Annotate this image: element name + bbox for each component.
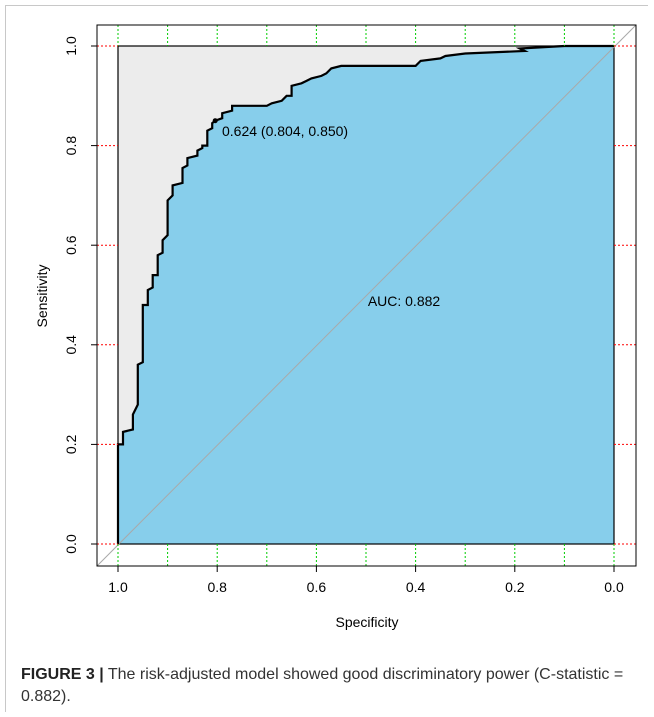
auc-label: AUC: 0.882: [368, 293, 441, 309]
caption-text: The risk-adjusted model showed good disc…: [21, 666, 624, 705]
x-tick-label: 0.4: [406, 579, 426, 595]
figure-frame-top: [5, 5, 648, 6]
roc-curve: [116, 44, 614, 544]
y-tick-label: 0.4: [63, 335, 79, 355]
y-tick-label: 1.0: [63, 36, 79, 56]
y-tick-label: 0.8: [63, 136, 79, 156]
y-tick-label: 0.0: [63, 534, 79, 554]
threshold-point: [212, 118, 218, 124]
threshold-label: 0.624 (0.804, 0.850): [222, 123, 348, 139]
figure-frame: [5, 5, 648, 712]
x-tick-label: 0.6: [307, 579, 327, 595]
axes: 1.0 0.8 0.6 0.4 0.2 0.0 0.0 0.2 0.4 0.6 0.8 1.0: [63, 24, 637, 595]
grid-marks: [97, 25, 636, 566]
auc-area: [118, 46, 614, 544]
y-tick-label: 0.6: [63, 235, 79, 255]
diagonal-line: [96, 24, 637, 567]
roc-chart: 1.0 0.8 0.6 0.4 0.2 0.0 0.0 0.2 0.4 0.6 0.8 1.0 AUC…: [34, 24, 637, 630]
x-tick-label: 1.0: [108, 579, 128, 595]
outer-box: [96, 24, 637, 567]
x-tick-label: 0.8: [207, 579, 227, 595]
x-tick-label: 0.2: [505, 579, 525, 595]
x-tick-label: 0.0: [604, 579, 624, 595]
plot-area: [96, 24, 637, 567]
caption-label: FIGURE 3 |: [21, 666, 104, 683]
y-tick-label: 0.2: [63, 434, 79, 454]
y-axis-title: Sensitivity: [34, 264, 50, 327]
x-axis-title: Specificity: [335, 614, 398, 630]
figure-caption: FIGURE 3 | The risk-adjusted model showe…: [21, 664, 631, 708]
